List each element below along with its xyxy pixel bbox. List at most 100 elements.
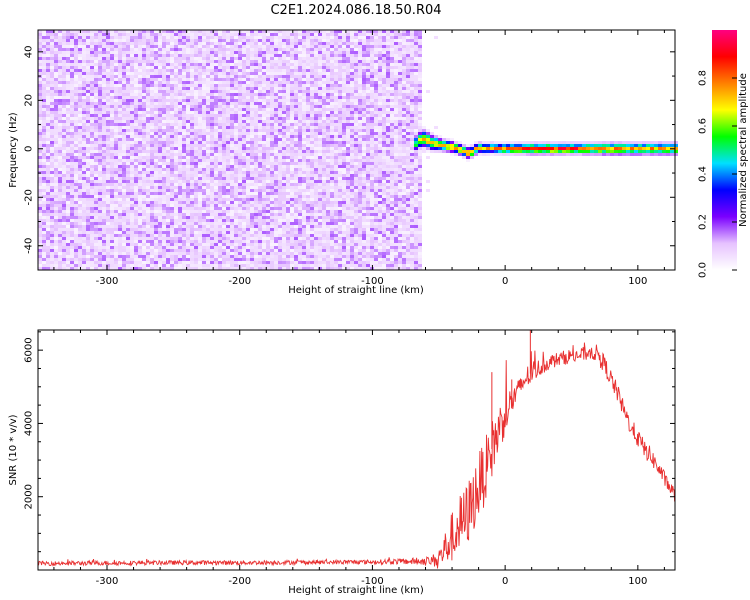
heatmap-cell xyxy=(202,54,206,57)
heatmap-cell xyxy=(58,249,62,252)
heatmap-cell xyxy=(274,93,278,96)
heatmap-cell xyxy=(74,111,78,114)
heatmap-cell xyxy=(122,267,126,270)
heatmap-cell xyxy=(182,228,186,231)
heatmap-cell xyxy=(258,138,262,141)
heatmap-cell xyxy=(198,75,202,78)
heatmap-cell xyxy=(226,120,230,123)
heatmap-cell xyxy=(270,150,274,153)
heatmap-cell xyxy=(262,138,266,141)
heatmap-cell xyxy=(198,144,202,147)
heatmap-cell xyxy=(106,219,110,222)
heatmap-cell xyxy=(222,174,226,177)
heatmap-cell xyxy=(238,72,242,75)
heatmap-cell xyxy=(178,219,182,222)
heatmap-cell xyxy=(150,195,154,198)
heatmap-cell xyxy=(218,201,222,204)
heatmap-cell xyxy=(162,225,166,228)
heatmap-cell xyxy=(170,231,174,234)
heatmap-cell xyxy=(222,99,226,102)
heatmap-cell xyxy=(254,189,258,192)
heatmap-cell xyxy=(178,231,182,234)
heatmap-cell xyxy=(38,33,42,36)
heatmap-cell xyxy=(150,87,154,90)
heatmap-cell xyxy=(270,126,274,129)
heatmap-cell xyxy=(114,201,118,204)
heatmap-cell xyxy=(190,153,194,156)
heatmap-cell xyxy=(74,129,78,132)
heatmap-cell xyxy=(54,63,58,66)
heatmap-cell xyxy=(246,234,250,237)
heatmap-cell xyxy=(126,192,130,195)
heatmap-cell xyxy=(166,174,170,177)
heatmap-cell xyxy=(170,261,174,264)
heatmap-cell xyxy=(98,267,102,270)
heatmap-cell xyxy=(66,123,70,126)
heatmap-cell xyxy=(202,60,206,63)
heatmap-cell xyxy=(222,255,226,258)
heatmap-cell xyxy=(210,258,214,261)
heatmap-cell xyxy=(46,75,50,78)
heatmap-cell xyxy=(54,60,58,63)
heatmap-cell xyxy=(230,78,234,81)
heatmap-cell xyxy=(66,93,70,96)
heatmap-cell xyxy=(118,192,122,195)
heatmap-cell xyxy=(154,237,158,240)
heatmap-cell xyxy=(134,204,138,207)
heatmap-cell xyxy=(202,267,206,270)
heatmap-cell xyxy=(86,135,90,138)
heatmap-cell xyxy=(98,129,102,132)
heatmap-cell xyxy=(262,261,266,264)
heatmap-cell xyxy=(178,264,182,267)
heatmap-cell xyxy=(46,117,50,120)
heatmap-cell xyxy=(98,72,102,75)
heatmap-cell xyxy=(130,69,134,72)
heatmap-cell xyxy=(62,231,66,234)
heatmap-cell xyxy=(110,123,114,126)
heatmap-cell xyxy=(70,60,74,63)
heatmap-cell xyxy=(94,72,98,75)
heatmap-cell xyxy=(122,51,126,54)
heatmap-cell xyxy=(70,150,74,153)
heatmap-cell xyxy=(206,168,210,171)
heatmap-cell xyxy=(202,105,206,108)
heatmap-cell xyxy=(246,138,250,141)
heatmap-cell xyxy=(222,195,226,198)
heatmap-cell xyxy=(114,195,118,198)
heatmap-cell xyxy=(242,258,246,261)
heatmap-cell xyxy=(134,138,138,141)
heatmap-cell xyxy=(110,210,114,213)
heatmap-cell xyxy=(154,216,158,219)
heatmap-cell xyxy=(190,33,194,36)
heatmap-cell xyxy=(202,111,206,114)
heatmap-cell xyxy=(114,141,118,144)
heatmap-cell xyxy=(90,144,94,147)
heatmap-cell xyxy=(206,231,210,234)
heatmap-cell xyxy=(194,204,198,207)
heatmap-cell xyxy=(186,180,190,183)
heatmap-cell xyxy=(246,60,250,63)
heatmap-cell xyxy=(98,84,102,87)
heatmap-cell xyxy=(202,84,206,87)
heatmap-cell xyxy=(250,99,254,102)
heatmap-cell xyxy=(202,207,206,210)
heatmap-cell xyxy=(202,177,206,180)
heatmap-cell xyxy=(74,207,78,210)
heatmap-cell xyxy=(98,33,102,36)
heatmap-cell xyxy=(210,225,214,228)
heatmap-cell xyxy=(214,99,218,102)
heatmap-cell xyxy=(190,144,194,147)
heatmap-cell xyxy=(58,198,62,201)
heatmap-cell xyxy=(230,183,234,186)
heatmap-cell xyxy=(190,171,194,174)
heatmap-cell xyxy=(170,258,174,261)
heatmap-cell xyxy=(102,189,106,192)
heatmap-cell xyxy=(262,141,266,144)
heatmap-cell xyxy=(194,159,198,162)
heatmap-cell xyxy=(94,216,98,219)
heatmap-cell xyxy=(162,264,166,267)
heatmap-cell xyxy=(38,84,42,87)
heatmap-cell xyxy=(214,126,218,129)
heatmap-cell xyxy=(74,57,78,60)
heatmap-cell xyxy=(234,150,238,153)
